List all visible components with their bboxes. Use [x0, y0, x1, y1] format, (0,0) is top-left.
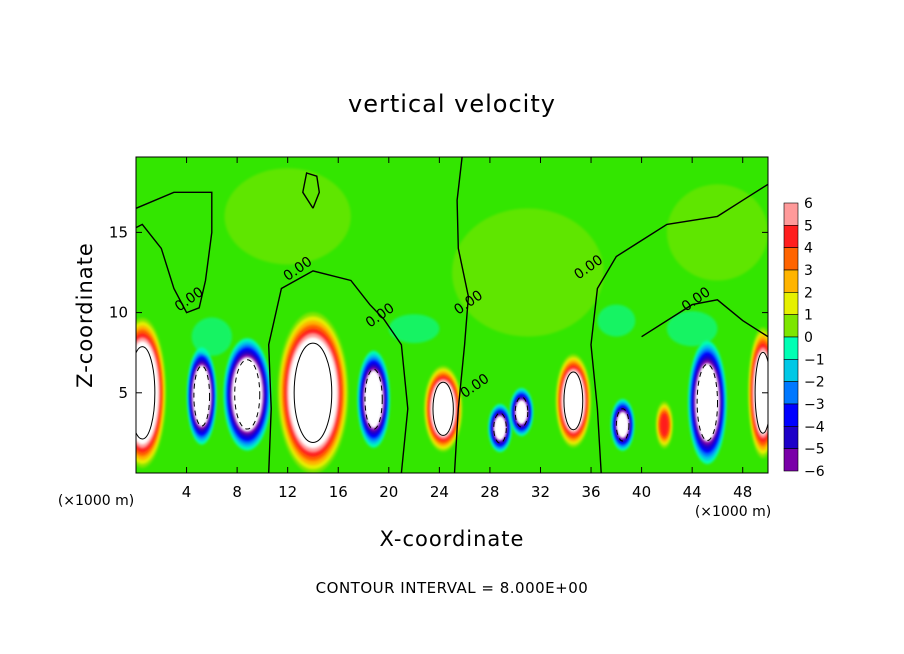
colorbar-swatch: [783, 336, 799, 360]
negative-contour: [364, 368, 383, 430]
colorbar-swatch: [783, 247, 799, 271]
x-axis-label: X-coordinate: [380, 527, 525, 551]
colorbar-swatch: [783, 448, 799, 472]
weak-updraft-region: [224, 168, 351, 265]
downdraft-core: [516, 401, 527, 423]
zero-contour-line: [136, 191, 213, 314]
y-tick-label: 15: [109, 223, 128, 241]
colorbar-tick-label: −3: [804, 397, 825, 413]
zero-contour-line: [267, 270, 409, 473]
x-tick-label: 28: [480, 483, 499, 501]
zero-contour-line: [590, 183, 768, 473]
x-tick-label: 44: [683, 483, 702, 501]
colorbar-tick-label: 3: [804, 263, 813, 279]
updraft-core: [566, 382, 581, 420]
x-tick-label: 12: [278, 483, 297, 501]
x-unit-right: (×1000 m): [695, 504, 771, 520]
updraft-core: [660, 413, 669, 437]
updraft-core: [136, 364, 152, 422]
x-tick-label: 24: [430, 483, 449, 501]
x-tick-label: 16: [329, 483, 348, 501]
downdraft-core: [495, 417, 506, 439]
positive-contour: [293, 342, 333, 443]
plot-frame: [135, 156, 769, 474]
x-tick-label: 32: [531, 483, 550, 501]
chart-title: vertical velocity: [348, 90, 556, 118]
negative-contour: [696, 363, 719, 442]
colorbar-tick-label: 5: [804, 218, 813, 234]
plot-area: [136, 157, 768, 473]
downdraft-core: [238, 372, 257, 416]
downdraft-core: [617, 413, 628, 436]
colorbar-swatch: [783, 314, 799, 338]
downdraft-core: [699, 378, 715, 427]
weak-downdraft-region: [388, 314, 440, 344]
x-tick-label: 48: [733, 483, 752, 501]
negative-contour: [514, 396, 529, 428]
y-axis: 5 10 15: [109, 223, 768, 402]
contour-interval-note: CONTOUR INTERVAL = 8.000E+00: [316, 579, 589, 597]
colorbar-swatch: [783, 381, 799, 405]
weak-downdraft-region: [666, 310, 718, 347]
y-axis-label: Z-coordinate: [73, 242, 97, 388]
x-tick-label: 40: [632, 483, 651, 501]
negative-contour: [234, 359, 261, 430]
positive-contour: [563, 371, 584, 431]
colorbar-tick-label: 1: [804, 308, 813, 324]
updraft-core: [299, 362, 327, 424]
zero-contour-line: [641, 299, 768, 338]
colorbar-swatch: [783, 359, 799, 382]
x-unit-left: (×1000 m): [58, 493, 134, 509]
colorbar-swatch: [783, 269, 799, 293]
x-axis: 4 8 12 16 20 24 28 32 36 40 44 48: [182, 157, 752, 501]
zero-contour-line: [453, 157, 470, 473]
x-tick-label: 4: [182, 483, 192, 501]
negative-contour: [493, 412, 507, 444]
colorbar-tick-label: −1: [804, 352, 825, 368]
zero-contour-line: [302, 172, 321, 209]
velocity-field: [136, 168, 768, 473]
colorbar-swatch: [783, 426, 799, 449]
colorbar-swatch: [783, 403, 799, 427]
colorbar-tick-label: 6: [804, 196, 813, 212]
colorbar-tick-label: 0: [804, 330, 813, 346]
x-tick-label: 8: [232, 483, 242, 501]
negative-contour: [193, 365, 211, 427]
zero-contours: [136, 157, 768, 473]
colorbar-tick-label: −4: [804, 419, 825, 435]
y-tick-label: 10: [109, 304, 128, 322]
weak-updraft-region: [452, 208, 604, 337]
colorbar-tick-label: 2: [804, 285, 813, 301]
downdraft-core: [195, 376, 208, 416]
positive-contour: [432, 381, 454, 436]
positive-contour: [136, 346, 156, 440]
colorbar-tick-label: −6: [804, 464, 825, 480]
negative-contour: [615, 408, 630, 442]
colorbar-swatch: [783, 292, 799, 315]
weak-downdraft-region: [191, 317, 233, 356]
colorbar-tick-label: −5: [804, 442, 825, 458]
colorbar-tick-label: −2: [804, 375, 825, 391]
colorbar: 6 5 4 3 2 1 0 −1 −2 −3 −4 −5 −6: [783, 196, 825, 480]
y-tick-label: 5: [118, 384, 128, 402]
colorbar-swatch: [783, 202, 799, 226]
positive-contour: [754, 351, 768, 434]
weak-downdraft-region: [597, 304, 636, 337]
updraft-core: [435, 392, 451, 426]
colorbar-tick-label: 4: [804, 241, 813, 257]
downdraft-core: [367, 379, 381, 419]
x-tick-label: 36: [581, 483, 600, 501]
colorbar-swatch: [783, 225, 799, 248]
x-tick-label: 20: [379, 483, 398, 501]
weak-updraft-region: [666, 184, 768, 281]
